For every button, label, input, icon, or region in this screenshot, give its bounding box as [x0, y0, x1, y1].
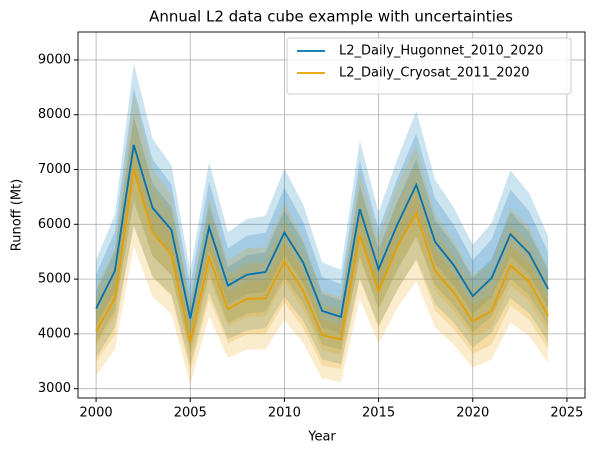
x-tick-label: 2025: [550, 406, 583, 421]
y-tick-label: 6000: [38, 217, 71, 232]
x-tick-label: 2020: [456, 406, 489, 421]
legend-label: L2_Daily_Hugonnet_2010_2020: [339, 44, 543, 59]
series-line: [95, 169, 549, 343]
y-tick-label: 4000: [38, 326, 71, 341]
plot-frame: [77, 31, 586, 399]
x-tick-label: 2000: [80, 406, 113, 421]
x-tick-label: 2005: [174, 406, 207, 421]
x-tick-label: 2010: [268, 406, 301, 421]
x-tick-label: 2015: [362, 406, 395, 421]
uncertainty-band: [96, 115, 549, 372]
y-tick-label: 9000: [38, 52, 71, 67]
chart-title: Annual L2 data cube example with uncerta…: [149, 8, 513, 26]
y-tick-label: 8000: [38, 107, 71, 122]
legend-label: L2_Daily_Cryosat_2011_2020: [339, 66, 529, 81]
uncertainty-band: [96, 63, 549, 366]
uncertainty-band: [96, 87, 549, 352]
legend: L2_Daily_Hugonnet_2010_2020 L2_Daily_Cryo…: [286, 37, 572, 95]
uncertainty-band: [96, 92, 549, 385]
y-tick-label: 7000: [38, 162, 71, 177]
y-tick-label: 5000: [38, 272, 71, 287]
y-axis-label: Runoff (Mt): [10, 179, 25, 251]
x-axis-label: Year: [307, 430, 336, 445]
series-line: [95, 144, 549, 319]
legend-box: [286, 37, 572, 95]
y-tick-label: 3000: [38, 381, 71, 396]
